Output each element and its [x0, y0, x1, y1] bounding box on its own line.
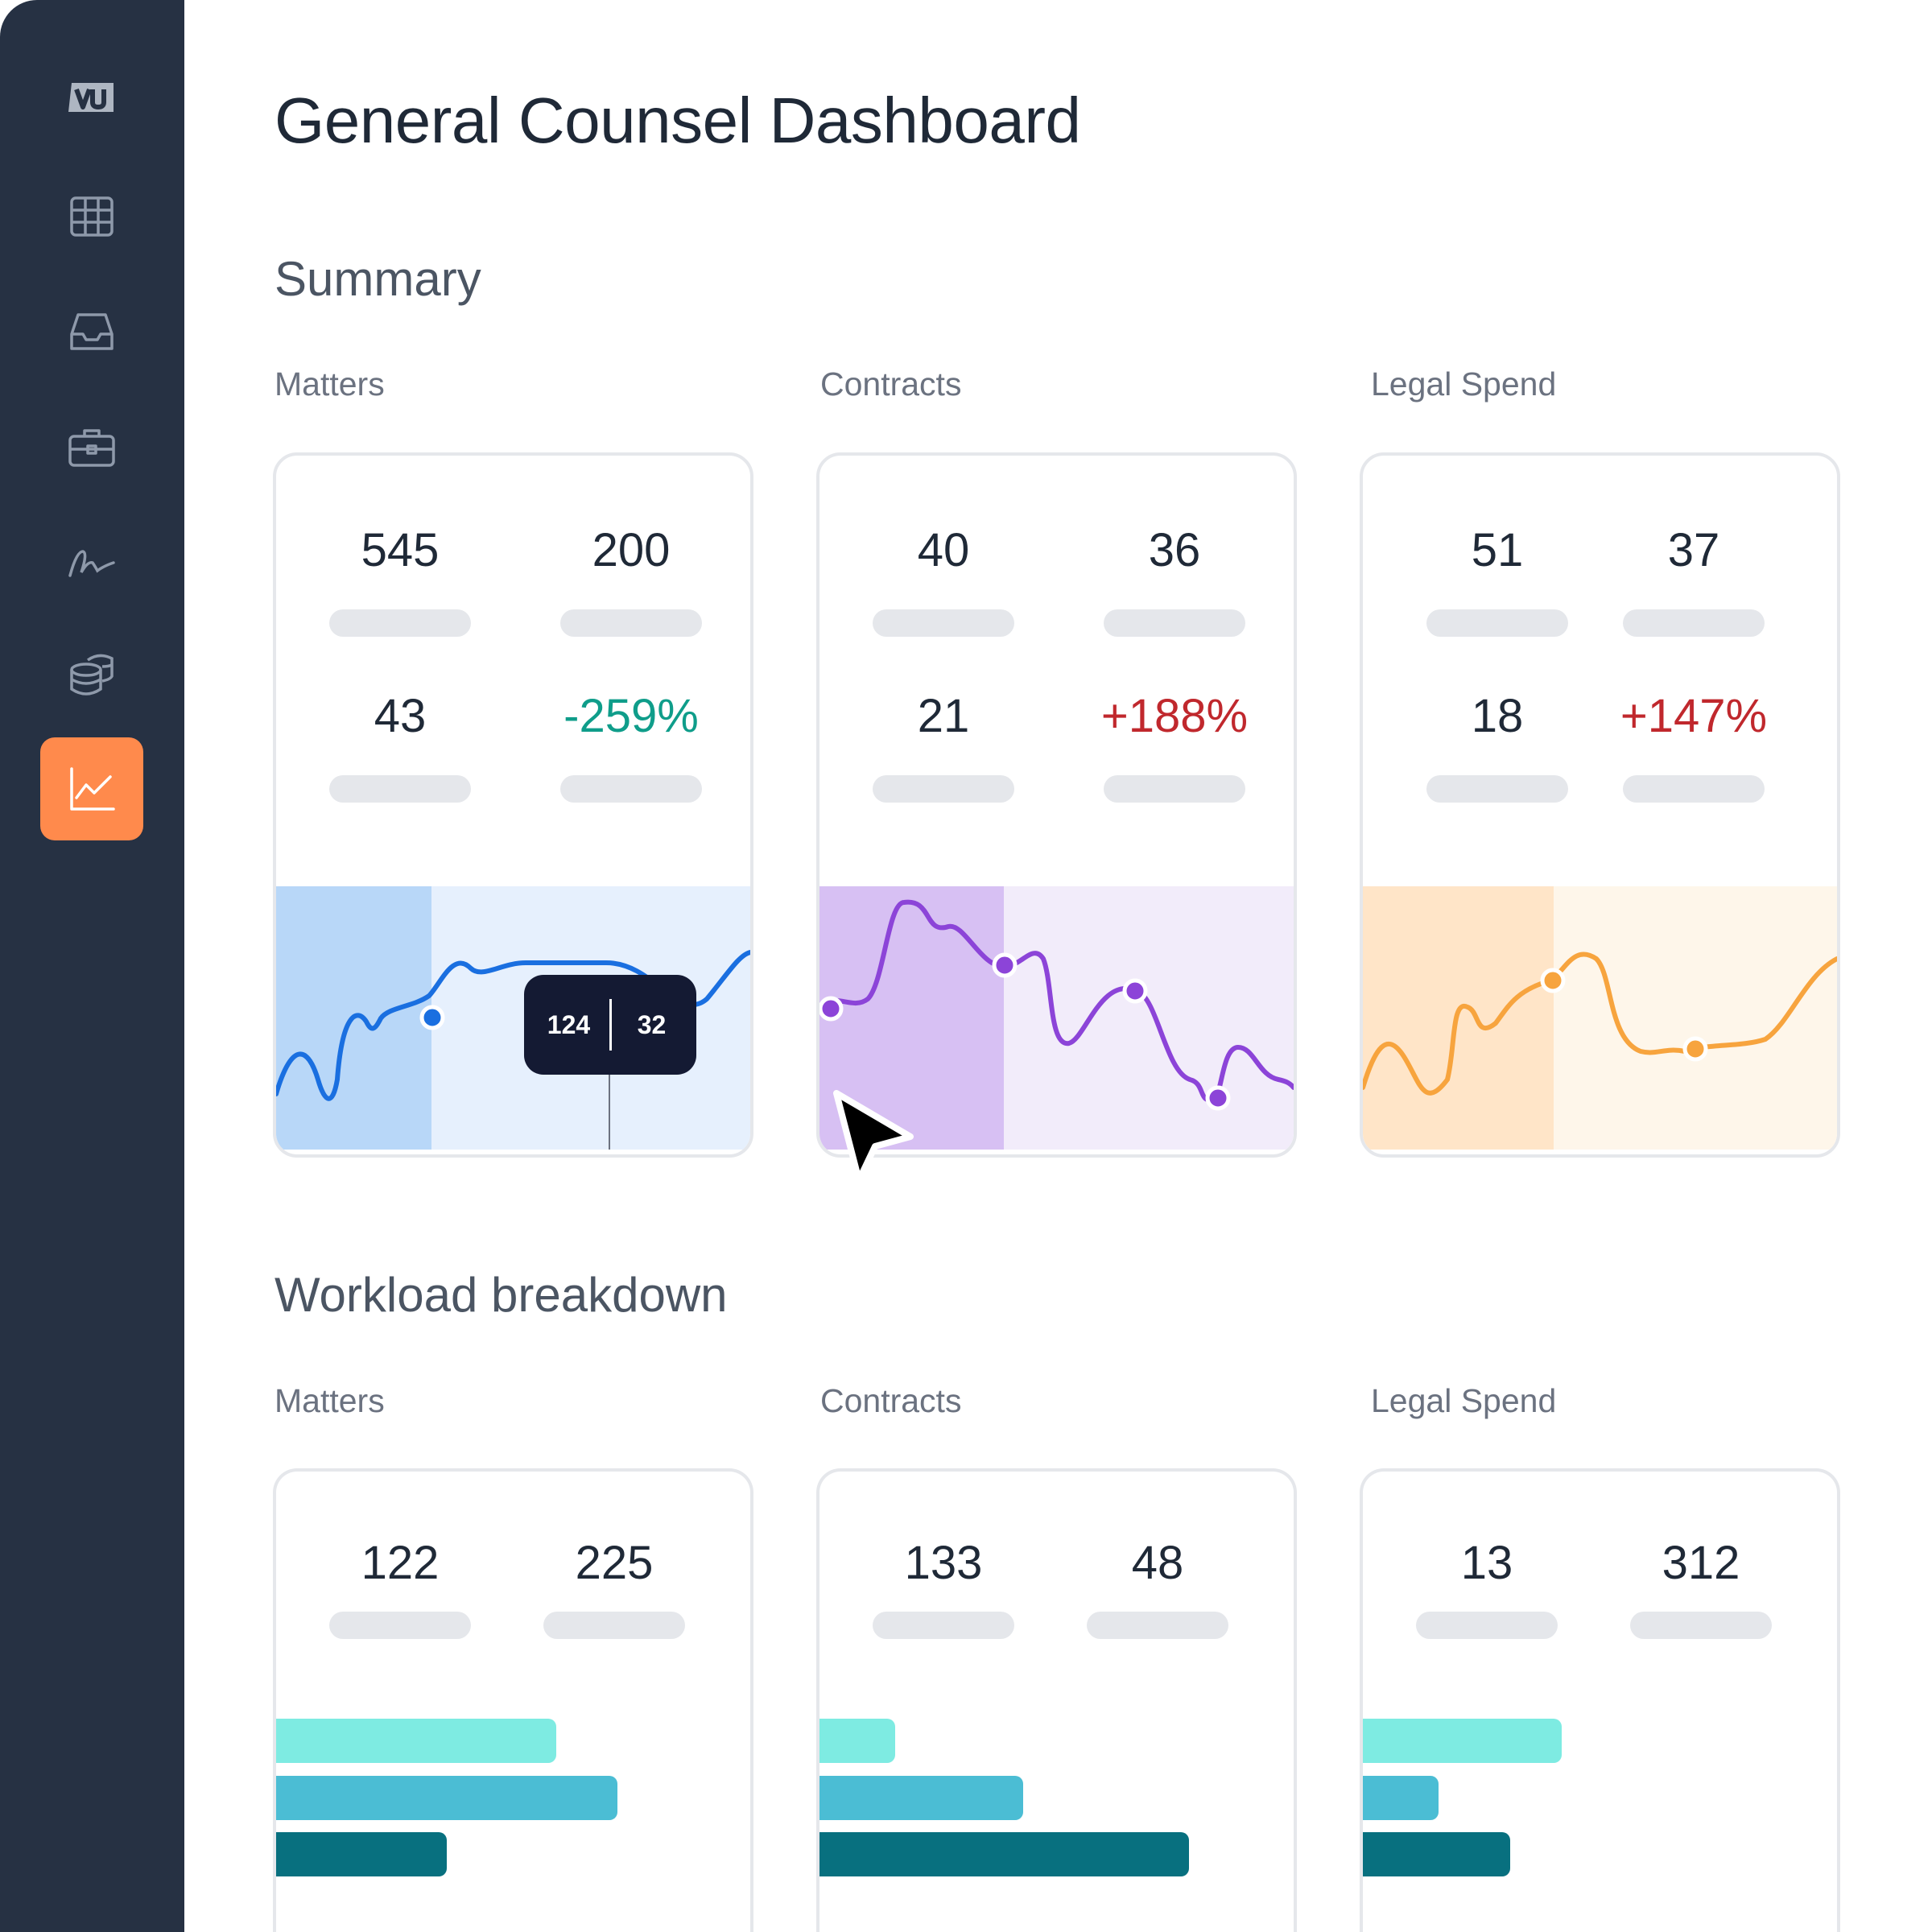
stat-value: 312 [1662, 1537, 1740, 1589]
sidebar [0, 0, 184, 1932]
change-percent: +147% [1620, 690, 1768, 742]
stat-label-placeholder [873, 1612, 1014, 1639]
data-point [992, 952, 1018, 978]
stat-value: 225 [575, 1537, 654, 1589]
summary-card-legal-spend[interactable]: 51 37 18 +147% [1360, 452, 1840, 1158]
stat-label-placeholder [1426, 609, 1568, 637]
stat-value: 43 [374, 690, 427, 742]
summary-card-matters[interactable]: 545 200 43 -259% 124 32 [273, 452, 753, 1158]
workload-card-matters[interactable]: 122 225 [273, 1468, 753, 1932]
chart-icon[interactable] [40, 737, 143, 840]
tooltip-value: 124 [547, 1009, 591, 1039]
data-point [1205, 1085, 1231, 1111]
workload-bar [276, 1719, 556, 1763]
workload-bar [819, 1832, 1189, 1876]
stat-label-placeholder [329, 775, 471, 803]
contracts-sparkline[interactable] [819, 886, 1294, 1150]
summary-card-contracts[interactable]: 40 36 21 +188% [816, 452, 1297, 1158]
data-point [1682, 1036, 1708, 1062]
stat-value: 36 [1148, 524, 1201, 576]
legal-spend-sparkline[interactable] [1363, 886, 1837, 1150]
tooltip-value: 32 [637, 1009, 667, 1039]
inbox-icon[interactable] [40, 280, 143, 383]
stat-label-placeholder [873, 609, 1014, 637]
workload-heading: Workload breakdown [275, 1268, 728, 1322]
workload-bar [276, 1832, 447, 1876]
summary-label-contracts: Contracts [820, 365, 962, 402]
workload-bar [1363, 1832, 1510, 1876]
stat-value: 545 [361, 524, 440, 576]
database-icon[interactable] [40, 624, 143, 727]
workload-label-legal-spend: Legal Spend [1371, 1382, 1557, 1419]
stat-label-placeholder [1416, 1612, 1558, 1639]
data-point [1122, 978, 1148, 1004]
workload-bar [819, 1719, 895, 1763]
stat-value: 21 [917, 690, 970, 742]
stat-value: 37 [1667, 524, 1720, 576]
workload-card-legal-spend[interactable]: 13 312 [1360, 1468, 1840, 1932]
grid-icon[interactable] [40, 165, 143, 268]
stat-label-placeholder [560, 609, 702, 637]
stat-value: 40 [917, 524, 970, 576]
stat-value: 122 [361, 1537, 440, 1589]
summary-heading: Summary [275, 252, 481, 306]
stat-label-placeholder [1630, 1612, 1772, 1639]
stat-value: 13 [1460, 1537, 1513, 1589]
stat-label-placeholder [1087, 1612, 1228, 1639]
tooltip-divider [609, 999, 612, 1051]
workload-label-contracts: Contracts [820, 1382, 962, 1419]
stat-label-placeholder [329, 1612, 471, 1639]
stat-label-placeholder [543, 1612, 685, 1639]
stat-value: 18 [1471, 690, 1524, 742]
mouse-cursor-icon [833, 1090, 914, 1183]
page-title: General Counsel Dashboard [275, 85, 1081, 156]
data-point [819, 996, 844, 1022]
change-percent: +188% [1100, 690, 1249, 742]
workload-bar [276, 1776, 617, 1820]
workload-bar [819, 1776, 1023, 1820]
data-point [419, 1005, 445, 1030]
briefcase-icon[interactable] [40, 395, 143, 498]
data-point [1540, 968, 1566, 993]
stat-label-placeholder [1426, 775, 1568, 803]
sparkline-path [819, 899, 1294, 1103]
stat-label-placeholder [873, 775, 1014, 803]
workload-bar [1363, 1776, 1439, 1820]
stat-label-placeholder [1623, 609, 1765, 637]
matters-sparkline[interactable] [276, 886, 750, 1150]
signature-icon[interactable] [40, 510, 143, 613]
summary-label-legal-spend: Legal Spend [1371, 365, 1557, 402]
summary-label-matters: Matters [275, 365, 385, 402]
stat-label-placeholder [1623, 775, 1765, 803]
change-percent: -259% [564, 690, 699, 742]
stat-label-placeholder [1104, 609, 1245, 637]
workload-bar [1363, 1719, 1562, 1763]
stat-value: 200 [592, 524, 671, 576]
stat-label-placeholder [1104, 775, 1245, 803]
logo-icon[interactable] [40, 47, 143, 150]
stat-label-placeholder [560, 775, 702, 803]
stat-value: 51 [1471, 524, 1524, 576]
workload-label-matters: Matters [275, 1382, 385, 1419]
chart-tooltip: 124 32 [524, 975, 696, 1075]
main-content: General Counsel Dashboard Summary Matter… [184, 0, 1932, 1932]
stat-label-placeholder [329, 609, 471, 637]
workload-card-contracts[interactable]: 133 48 [816, 1468, 1297, 1932]
stat-value: 48 [1131, 1537, 1184, 1589]
stat-value: 133 [904, 1537, 983, 1589]
